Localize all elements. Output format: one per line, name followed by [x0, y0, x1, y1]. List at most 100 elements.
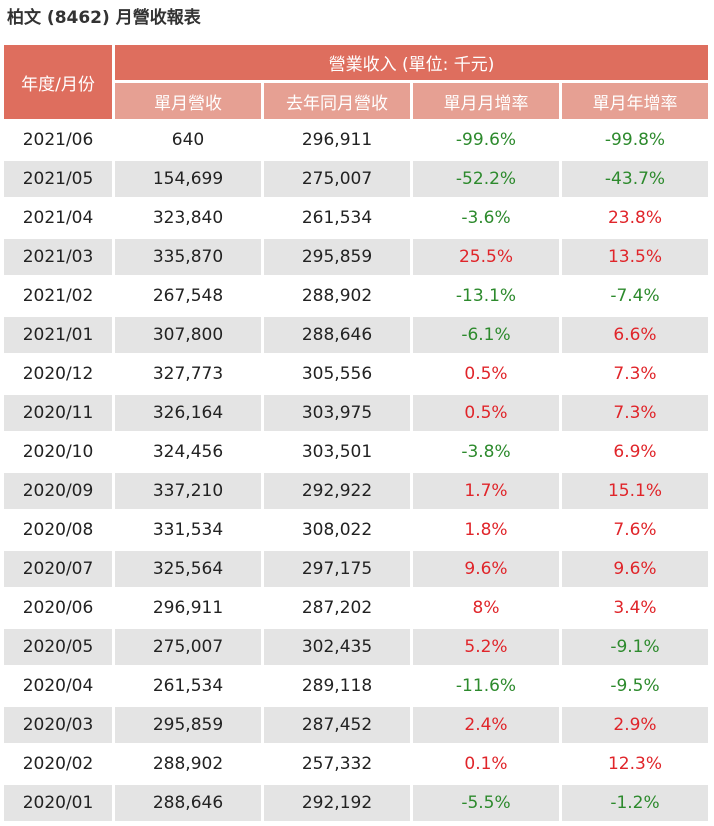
mom-growth-cell: -3.6% [413, 200, 559, 236]
period-cell: 2020/04 [4, 668, 112, 704]
period-cell: 2020/09 [4, 473, 112, 509]
table-row: 2020/03 295,859 287,452 2.4% 2.9% [4, 707, 708, 743]
last-year-revenue-cell: 295,859 [264, 239, 410, 275]
mom-growth-cell: 1.7% [413, 473, 559, 509]
last-year-revenue-cell: 261,534 [264, 200, 410, 236]
table-row: 2020/05 275,007 302,435 5.2% -9.1% [4, 629, 708, 665]
yoy-growth-cell: 2.9% [562, 707, 708, 743]
monthly-revenue-table: 年度/月份 營業收入 (單位: 千元) 單月營收 去年同月營收 單月月增率 單月… [1, 42, 711, 824]
yoy-growth-cell: 7.6% [562, 512, 708, 548]
yoy-growth-cell: 6.9% [562, 434, 708, 470]
monthly-revenue-cell: 327,773 [115, 356, 261, 392]
year-month-header: 年度/月份 [4, 45, 112, 119]
period-cell: 2020/08 [4, 512, 112, 548]
yoy-growth-cell: 23.8% [562, 200, 708, 236]
monthly-revenue-cell: 288,902 [115, 746, 261, 782]
period-cell: 2020/06 [4, 590, 112, 626]
last-year-revenue-cell: 292,192 [264, 785, 410, 821]
period-cell: 2020/11 [4, 395, 112, 431]
last-year-revenue-cell: 297,175 [264, 551, 410, 587]
period-cell: 2021/06 [4, 122, 112, 158]
last-year-revenue-cell: 302,435 [264, 629, 410, 665]
table-row: 2020/01 288,646 292,192 -5.5% -1.2% [4, 785, 708, 821]
yoy-growth-cell: 13.5% [562, 239, 708, 275]
period-cell: 2021/02 [4, 278, 112, 314]
last-year-revenue-cell: 287,452 [264, 707, 410, 743]
last-year-revenue-cell: 275,007 [264, 161, 410, 197]
last-year-revenue-cell: 303,975 [264, 395, 410, 431]
mom-growth-cell: 25.5% [413, 239, 559, 275]
period-cell: 2020/02 [4, 746, 112, 782]
last-year-revenue-cell: 308,022 [264, 512, 410, 548]
mom-growth-cell: 8% [413, 590, 559, 626]
last-year-revenue-cell: 288,902 [264, 278, 410, 314]
table-row: 2020/12 327,773 305,556 0.5% 7.3% [4, 356, 708, 392]
last-year-revenue-cell: 296,911 [264, 122, 410, 158]
yoy-growth-cell: -43.7% [562, 161, 708, 197]
monthly-revenue-cell: 288,646 [115, 785, 261, 821]
monthly-revenue-cell: 275,007 [115, 629, 261, 665]
monthly-revenue-header: 單月營收 [115, 83, 261, 119]
monthly-revenue-cell: 295,859 [115, 707, 261, 743]
table-row: 2021/04 323,840 261,534 -3.6% 23.8% [4, 200, 708, 236]
table-row: 2020/06 296,911 287,202 8% 3.4% [4, 590, 708, 626]
mom-growth-cell: 0.1% [413, 746, 559, 782]
last-year-revenue-cell: 257,332 [264, 746, 410, 782]
yoy-growth-cell: -1.2% [562, 785, 708, 821]
monthly-revenue-cell: 640 [115, 122, 261, 158]
last-year-revenue-cell: 303,501 [264, 434, 410, 470]
yoy-growth-cell: 7.3% [562, 356, 708, 392]
monthly-revenue-cell: 331,534 [115, 512, 261, 548]
last-year-revenue-cell: 287,202 [264, 590, 410, 626]
yoy-growth-cell: 6.6% [562, 317, 708, 353]
table-row: 2021/03 335,870 295,859 25.5% 13.5% [4, 239, 708, 275]
monthly-revenue-cell: 296,911 [115, 590, 261, 626]
monthly-revenue-cell: 325,564 [115, 551, 261, 587]
period-cell: 2020/01 [4, 785, 112, 821]
yoy-growth-cell: 7.3% [562, 395, 708, 431]
last-year-revenue-cell: 288,646 [264, 317, 410, 353]
monthly-revenue-cell: 335,870 [115, 239, 261, 275]
period-cell: 2020/07 [4, 551, 112, 587]
table-row: 2020/09 337,210 292,922 1.7% 15.1% [4, 473, 708, 509]
mom-growth-cell: -5.5% [413, 785, 559, 821]
mom-growth-cell: 0.5% [413, 356, 559, 392]
yoy-growth-cell: 12.3% [562, 746, 708, 782]
last-year-revenue-cell: 292,922 [264, 473, 410, 509]
mom-growth-cell: 5.2% [413, 629, 559, 665]
yoy-growth-cell: -99.8% [562, 122, 708, 158]
revenue-group-header: 營業收入 (單位: 千元) [115, 45, 708, 80]
mom-growth-cell: 2.4% [413, 707, 559, 743]
period-cell: 2021/01 [4, 317, 112, 353]
yoy-growth-cell: -9.1% [562, 629, 708, 665]
monthly-revenue-cell: 337,210 [115, 473, 261, 509]
monthly-revenue-cell: 326,164 [115, 395, 261, 431]
table-row: 2021/06 640 296,911 -99.6% -99.8% [4, 122, 708, 158]
monthly-revenue-cell: 267,548 [115, 278, 261, 314]
table-row: 2020/04 261,534 289,118 -11.6% -9.5% [4, 668, 708, 704]
table-row: 2021/01 307,800 288,646 -6.1% 6.6% [4, 317, 708, 353]
monthly-revenue-cell: 323,840 [115, 200, 261, 236]
yoy-growth-cell: -7.4% [562, 278, 708, 314]
period-cell: 2021/03 [4, 239, 112, 275]
mom-growth-cell: -6.1% [413, 317, 559, 353]
table-row: 2020/02 288,902 257,332 0.1% 12.3% [4, 746, 708, 782]
yoy-growth-cell: 3.4% [562, 590, 708, 626]
revenue-table-body: 2021/06 640 296,911 -99.6% -99.8% 2021/05 154,… [4, 122, 708, 821]
yoy-growth-cell: 15.1% [562, 473, 708, 509]
mom-growth-cell: -52.2% [413, 161, 559, 197]
monthly-revenue-cell: 324,456 [115, 434, 261, 470]
table-row: 2020/08 331,534 308,022 1.8% 7.6% [4, 512, 708, 548]
mom-growth-header: 單月月增率 [413, 83, 559, 119]
mom-growth-cell: 1.8% [413, 512, 559, 548]
monthly-revenue-cell: 261,534 [115, 668, 261, 704]
mom-growth-cell: -13.1% [413, 278, 559, 314]
mom-growth-cell: -99.6% [413, 122, 559, 158]
mom-growth-cell: -11.6% [413, 668, 559, 704]
table-row: 2021/05 154,699 275,007 -52.2% -43.7% [4, 161, 708, 197]
period-cell: 2020/12 [4, 356, 112, 392]
last-year-revenue-header: 去年同月營收 [264, 83, 410, 119]
yoy-growth-cell: 9.6% [562, 551, 708, 587]
table-row: 2020/10 324,456 303,501 -3.8% 6.9% [4, 434, 708, 470]
period-cell: 2021/05 [4, 161, 112, 197]
